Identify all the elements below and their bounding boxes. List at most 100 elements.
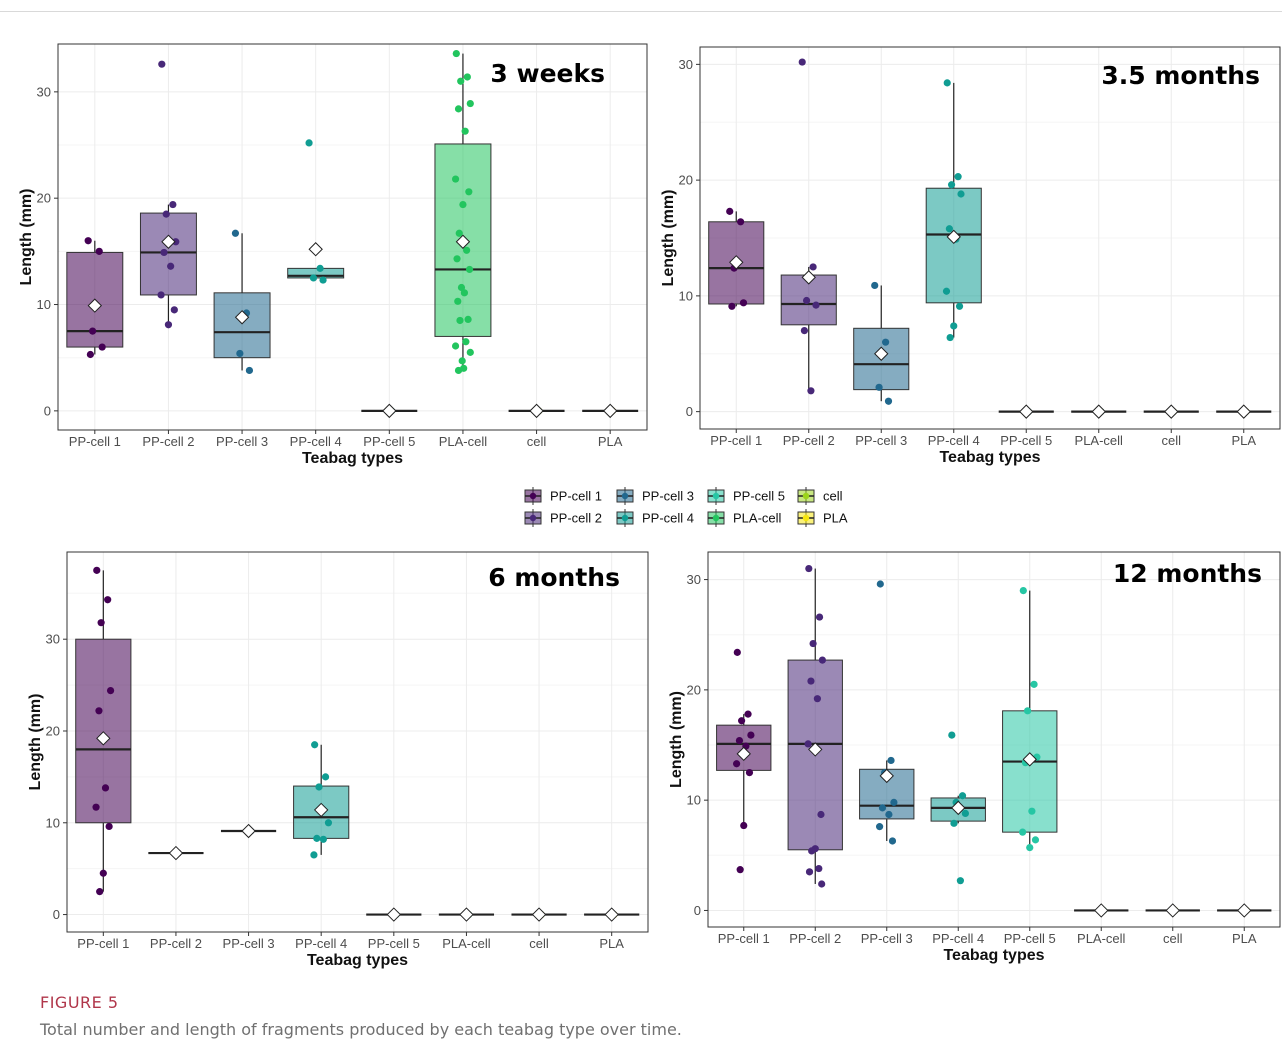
y-tick-label: 20 — [687, 682, 701, 697]
data-point — [947, 181, 956, 189]
data-point — [736, 866, 744, 874]
data-point — [169, 200, 177, 209]
mean-marker — [874, 346, 889, 361]
data-point — [465, 188, 473, 196]
mean-marker — [1019, 404, 1034, 419]
data-point — [96, 888, 104, 896]
data-point — [804, 740, 812, 748]
legend-key-point — [529, 514, 537, 522]
data-point — [1019, 828, 1027, 836]
x-tick-label: PP-cell 5 — [363, 434, 415, 449]
data-point — [817, 810, 825, 819]
mean-marker — [736, 746, 751, 762]
data-point — [158, 60, 166, 68]
data-point — [726, 207, 734, 215]
data-point — [885, 810, 893, 819]
data-point — [802, 296, 811, 305]
x-tick-label: PP-cell 3 — [216, 434, 268, 449]
data-point — [798, 58, 806, 66]
box-pp-cell-5 — [361, 403, 418, 419]
x-tick-label: PLA-cell — [1077, 931, 1126, 946]
mean-marker — [308, 242, 323, 257]
data-point — [815, 864, 823, 873]
panel-title: 3 weeks — [490, 59, 605, 88]
data-point — [878, 804, 887, 812]
data-point — [744, 710, 752, 718]
plot-border — [66, 551, 649, 933]
mean-marker — [1094, 903, 1109, 918]
y-tick-label: 10 — [687, 793, 701, 808]
data-point — [95, 247, 103, 255]
legend: PP-cell 1 PP-cell 2 PP-cell 3 PP-cell 4 PP-c… — [524, 487, 848, 527]
x-tick-label: PP-cell 4 — [295, 936, 347, 951]
data-point — [454, 297, 462, 305]
x-tick-label: PP-cell 4 — [928, 433, 980, 448]
data-point — [170, 306, 178, 314]
legend-item-pla-cell: PLA-cell — [707, 509, 782, 527]
data-point — [950, 819, 958, 827]
mean-marker — [161, 234, 176, 249]
data-point — [800, 327, 809, 335]
y-axis-title: Length (mm) — [18, 189, 35, 286]
y-tick-label: 20 — [679, 173, 693, 188]
data-point — [452, 49, 460, 58]
caption-text: Total number and length of fragments pro… — [40, 1020, 682, 1039]
grid — [67, 552, 648, 932]
data-point — [943, 79, 951, 87]
data-point — [324, 819, 333, 827]
mean-marker — [386, 907, 402, 922]
y-axis: 0 10 20 30 — [37, 84, 58, 418]
figure-caption: FIGURE 5 Total number and length of frag… — [40, 993, 1240, 1039]
y-tick-label: 10 — [679, 288, 693, 303]
data-point — [815, 613, 824, 621]
box-rect — [213, 292, 271, 359]
data-point — [321, 773, 330, 781]
data-point — [319, 835, 327, 843]
x-axis-title: Teabag types — [943, 947, 1044, 964]
mean-marker — [168, 845, 184, 861]
data-point — [462, 338, 470, 346]
legend-key-point — [712, 514, 720, 522]
x-axis: PP-cell 1 PP-cell 2 PP-cell 3 PP-cell 4 PP-c… — [718, 927, 1257, 946]
mean-marker — [382, 403, 397, 419]
x-tick-label: PP-cell 2 — [789, 931, 841, 946]
box-pp-cell-5 — [366, 907, 422, 922]
y-axis-title: Length (mm) — [668, 691, 685, 788]
data-point — [311, 741, 319, 749]
x-tick-label: PP-cell 5 — [1004, 931, 1056, 946]
panel-title: 12 months — [1113, 559, 1262, 588]
data-point — [106, 686, 115, 695]
data-point — [454, 105, 463, 113]
box-pp-cell-2 — [780, 58, 837, 395]
data-point — [461, 127, 469, 135]
x-axis: PP-cell 1 PP-cell 2 PP-cell 3 PP-cell 4 PP-c… — [77, 932, 624, 951]
data-point — [957, 190, 965, 198]
data-point — [466, 348, 474, 356]
data-point — [451, 175, 460, 183]
box-cell — [511, 907, 567, 922]
y-tick-label: 20 — [37, 191, 51, 206]
x-tick-label: PLA — [1232, 931, 1257, 946]
y-axis-title: Length (mm) — [660, 190, 677, 287]
y-tick-label: 20 — [46, 723, 60, 738]
data-point — [1026, 843, 1034, 852]
mean-marker — [531, 907, 547, 922]
data-point — [463, 73, 471, 81]
y-tick-label: 0 — [686, 404, 693, 419]
data-point — [313, 834, 321, 842]
y-tick-label: 0 — [44, 403, 51, 418]
legend-item-pp-cell-4: PP-cell 4 — [616, 509, 694, 527]
data-point — [305, 139, 313, 147]
data-point — [86, 350, 94, 359]
grid — [700, 47, 1280, 429]
data-point — [950, 322, 958, 330]
data-point — [157, 291, 165, 299]
box-pp-cell-4 — [925, 79, 982, 342]
data-point — [818, 880, 826, 888]
data-point — [958, 792, 967, 800]
data-point — [105, 822, 113, 831]
data-point — [167, 262, 175, 270]
data-point — [459, 200, 467, 209]
box-cell — [508, 403, 565, 419]
mean-marker — [1165, 903, 1180, 918]
